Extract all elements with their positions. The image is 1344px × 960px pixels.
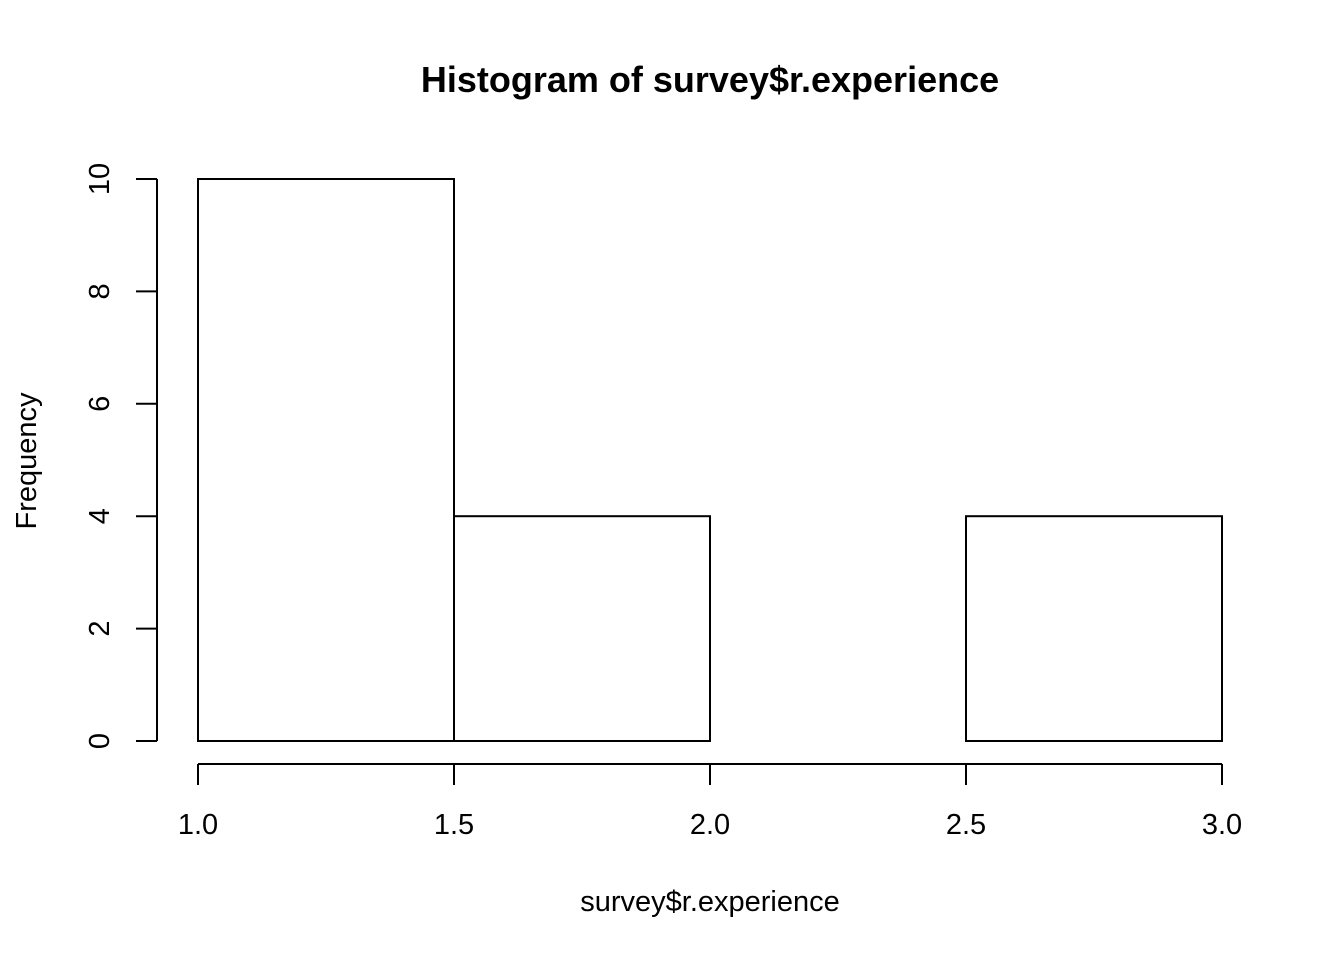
histogram-bar-2 [453,515,711,743]
x-axis-label: survey$r.experience [580,886,840,918]
y-tick-label: 4 [84,508,116,524]
y-tick-label: 6 [84,396,116,412]
chart-title: Histogram of survey$r.experience [421,59,999,100]
y-tick-label: 0 [84,733,116,749]
x-axis: 1.0 1.5 2.0 2.5 3.0 [178,763,1242,841]
y-tick-label: 8 [84,283,116,299]
y-tick-label: 10 [84,163,116,195]
x-tick-label: 1.0 [178,809,218,841]
histogram-bar-1 [197,178,455,742]
x-tick-label: 2.5 [946,809,986,841]
bars-group [197,178,1223,743]
y-tick-label: 2 [84,621,116,637]
y-axis: 0 2 4 6 8 10 [84,163,158,749]
x-tick-label: 2.0 [690,809,730,841]
histogram-bar-4 [965,515,1223,743]
y-axis-label: Frequency [11,392,43,530]
x-tick-label: 1.5 [434,809,474,841]
x-tick-label: 3.0 [1202,809,1242,841]
